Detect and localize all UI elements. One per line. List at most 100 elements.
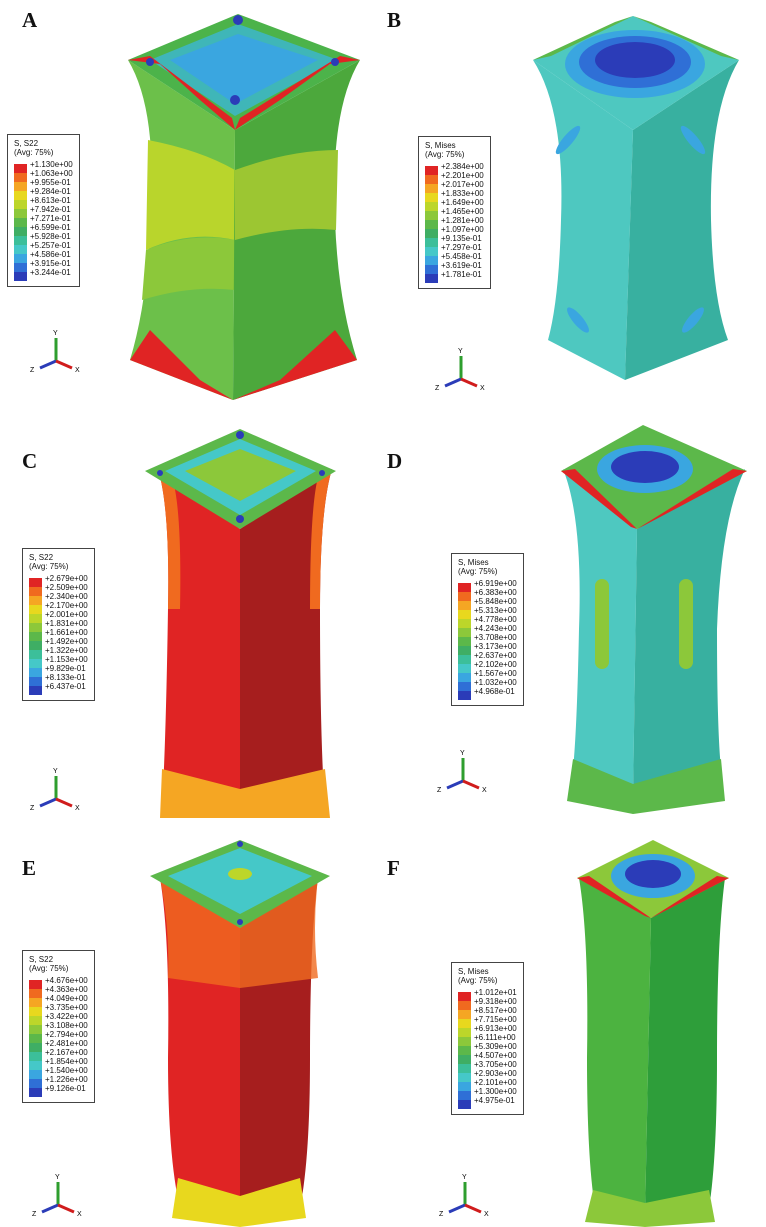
legend-value: +2.340e+00	[45, 592, 88, 601]
legend-colorbar	[29, 578, 42, 695]
legend-value: +1.649e+00	[441, 198, 484, 207]
column-model	[577, 840, 729, 1227]
legend: S, S22 (Avg: 75%) +2.679e+00 +2.509e+00 …	[22, 548, 95, 701]
axis-label-z: Z	[439, 1211, 444, 1218]
legend-value: +2.101e+00	[474, 1078, 517, 1087]
legend-values: +4.676e+00 +4.363e+00 +4.049e+00 +3.735e…	[45, 976, 88, 1097]
legend-value: +3.708e+00	[474, 633, 517, 642]
legend-swatch	[29, 587, 42, 596]
legend-swatch	[425, 229, 438, 238]
legend-swatch	[425, 274, 438, 283]
legend-value: +3.705e+00	[474, 1060, 517, 1069]
legend-swatch	[29, 614, 42, 623]
axis-label-y: Y	[53, 330, 58, 337]
column-model	[533, 16, 739, 380]
legend-swatch	[458, 1064, 471, 1073]
edge-hotspot	[577, 876, 651, 918]
legend-swatch	[29, 686, 42, 695]
legend-value: +4.049e+00	[45, 994, 88, 1003]
legend-value: +3.173e+00	[474, 642, 517, 651]
axis-label-x: X	[75, 367, 80, 374]
legend-swatch	[425, 193, 438, 202]
legend-colorbar	[29, 980, 42, 1097]
axis-label-z: Z	[30, 805, 35, 812]
legend: S, S22 (Avg: 75%) +4.676e+00 +4.363e+00 …	[22, 950, 95, 1103]
column-base	[172, 1178, 306, 1227]
column-model	[128, 14, 360, 400]
legend-value: +9.126e-01	[45, 1084, 86, 1093]
legend-colorbar	[425, 166, 438, 283]
legend-value: +2.903e+00	[474, 1069, 517, 1078]
axis-label-y: Y	[458, 348, 463, 355]
legend-value: +1.831e+00	[45, 619, 88, 628]
axis-label-z: Z	[30, 367, 35, 374]
legend-value: +2.201e+00	[441, 171, 484, 180]
legend-swatch	[14, 245, 27, 254]
legend-swatch	[425, 256, 438, 265]
legend-value: +5.928e-01	[30, 232, 71, 241]
legend-value: +1.540e+00	[45, 1066, 88, 1075]
legend-swatch	[458, 1010, 471, 1019]
axis-triad: Y Z X	[439, 1174, 489, 1218]
side-band	[158, 469, 181, 609]
axis-label-z: Z	[32, 1211, 37, 1218]
legend-value: +3.915e-01	[30, 259, 71, 268]
legend-values: +2.679e+00 +2.509e+00 +2.340e+00 +2.170e…	[45, 574, 88, 695]
legend-value: +2.794e+00	[45, 1030, 88, 1039]
top-contour	[170, 34, 318, 104]
axis-triad: Y Z X	[32, 1174, 82, 1218]
legend-swatch	[458, 610, 471, 619]
panel-letter: B	[387, 8, 402, 32]
legend-value: +1.153e+00	[45, 655, 88, 664]
legend-swatch	[29, 650, 42, 659]
legend-value: +7.715e+00	[474, 1015, 517, 1024]
panel-e: E S, S22 (Avg: 75%) +4.676e+00 +4.363e+0…	[0, 818, 383, 1227]
legend-value: +2.481e+00	[45, 1039, 88, 1048]
legend-value: +4.975e-01	[474, 1096, 515, 1105]
legend-swatch	[458, 1082, 471, 1091]
legend-value: +2.102e+00	[474, 660, 517, 669]
panel-b: B S, Mises (Avg: 75%) +2.384e+00 +2.201e…	[383, 0, 766, 409]
legend-swatch	[29, 659, 42, 668]
legend-value: +2.170e+00	[45, 601, 88, 610]
legend-swatch	[458, 583, 471, 592]
legend-values: +6.919e+00 +6.383e+00 +5.848e+00 +5.313e…	[474, 579, 517, 700]
legend-swatch	[29, 578, 42, 587]
legend-value: +1.130e+00	[30, 160, 73, 169]
legend-swatch	[458, 628, 471, 637]
legend-value: +1.032e+00	[474, 678, 517, 687]
legend-swatch	[458, 655, 471, 664]
legend-swatch	[458, 664, 471, 673]
axis-label-y: Y	[55, 1174, 60, 1181]
legend-value: +4.778e+00	[474, 615, 517, 624]
legend-swatch	[29, 641, 42, 650]
edge-hotspot	[533, 16, 633, 60]
legend-colorbar	[458, 992, 471, 1109]
legend-value: +6.437e-01	[45, 682, 86, 691]
legend-swatch	[425, 166, 438, 175]
axis-label-z: Z	[435, 385, 440, 392]
legend-swatch	[29, 1070, 42, 1079]
panel-a: A S, S22 (Avg: 75%) +1.130e+00 +1.063e+0…	[0, 0, 383, 409]
axis-triad: Y Z X	[435, 348, 485, 392]
legend-swatch	[458, 992, 471, 1001]
axis-label-x: X	[77, 1211, 82, 1218]
panel-c: C S, S22 (Avg: 75%) +2.679e+00 +2.509e+0…	[0, 409, 383, 818]
axis-label-z: Z	[437, 787, 442, 794]
legend: S, Mises (Avg: 75%) +2.384e+00 +2.201e+0…	[418, 136, 491, 289]
top-contour	[168, 848, 312, 914]
legend-value: +1.063e+00	[30, 169, 73, 178]
legend-swatch	[425, 184, 438, 193]
side-band	[310, 469, 332, 609]
axis-label-x: X	[484, 1211, 489, 1218]
legend-swatch	[458, 1037, 471, 1046]
legend-title: S, Mises (Avg: 75%)	[458, 967, 498, 985]
legend-value: +3.108e+00	[45, 1021, 88, 1030]
legend-value: +9.829e-01	[45, 664, 86, 673]
legend-swatch	[458, 601, 471, 610]
legend-swatch	[14, 182, 27, 191]
legend-swatch	[29, 989, 42, 998]
legend-swatch	[14, 173, 27, 182]
legend-value: +3.244e-01	[30, 268, 71, 277]
panel-letter: A	[22, 8, 38, 32]
